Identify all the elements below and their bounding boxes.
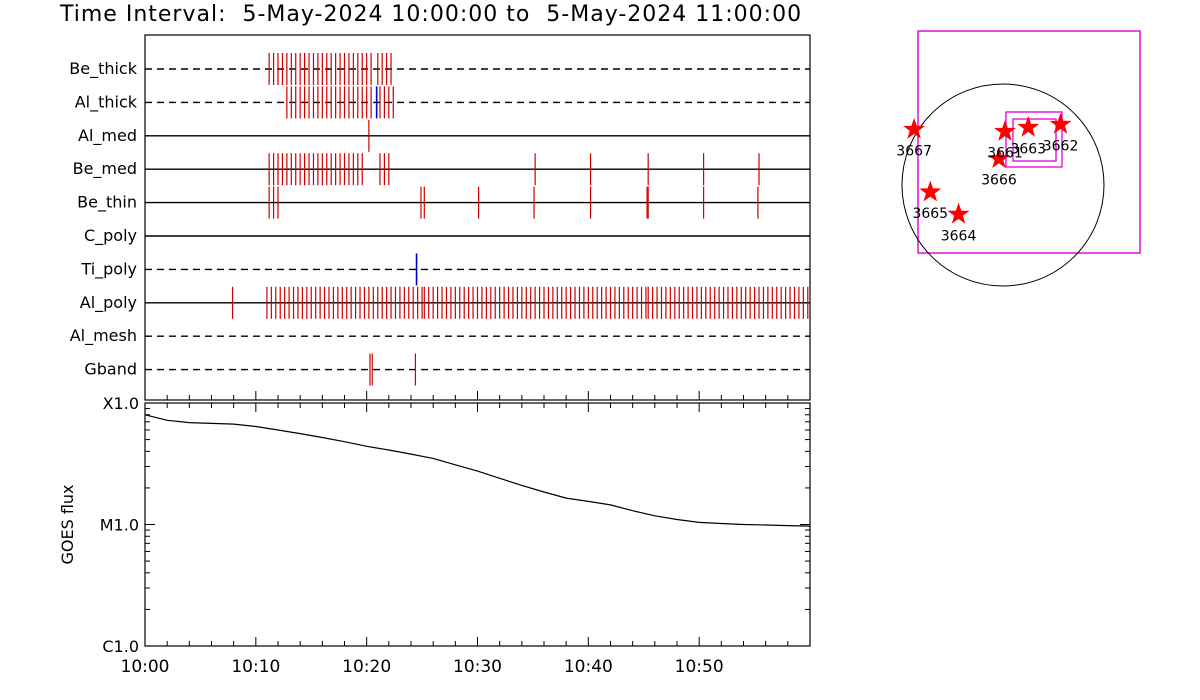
active-region-label: 3665: [912, 206, 948, 222]
y-axis-label: GOES flux: [58, 484, 77, 564]
x-tick-label: 10:30: [453, 657, 502, 677]
row-label-Be_med: Be_med: [73, 159, 137, 179]
row-label-Al_mesh: Al_mesh: [70, 326, 137, 346]
solar-limb: [901, 83, 1105, 287]
row-label-Be_thin: Be_thin: [77, 193, 137, 213]
x-tick-label: 10:00: [121, 657, 170, 677]
pointing-box-inner: [1012, 118, 1057, 162]
active-region-label: 3664: [941, 228, 977, 244]
x-tick-label: 10:20: [342, 657, 391, 677]
x-tick-label: 10:40: [564, 657, 613, 677]
active-region-label: 3661: [987, 145, 1023, 161]
goes-flux-panel: 10:00 10:10 10:20 10:30 10:40 10:50 C1.0 M1.0 X1…: [58, 394, 811, 677]
y-tick-label: C1.0: [102, 637, 139, 656]
y-tick-label: X1.0: [103, 394, 139, 413]
x-tick-label: 10:50: [675, 657, 724, 677]
row-label-C_poly: C_poly: [84, 226, 137, 246]
active-region-star: [947, 202, 970, 224]
active-region-label: 3667: [896, 143, 932, 159]
timeline-frame: [144, 34, 811, 401]
pointing-box: [1005, 111, 1063, 168]
row-label-Ti_poly: Ti_poly: [80, 259, 137, 279]
active-region-label: 3666: [981, 173, 1017, 189]
row-label-Al_med: Al_med: [78, 126, 137, 146]
x-tick-label: 10:10: [231, 657, 280, 677]
row-label-Al_poly: Al_poly: [80, 293, 137, 313]
active-region-star: [987, 147, 1010, 169]
active-region-star: [1049, 112, 1072, 134]
time-interval-title: Time Interval: 5-May-2024 10:00:00 to 5-…: [60, 2, 803, 27]
y-tick-label: M1.0: [100, 516, 139, 535]
active-region-star: [1017, 115, 1040, 137]
active-region-label: 3663: [1010, 141, 1046, 157]
row-label-Gband: Gband: [84, 360, 137, 379]
field-of-view-box: [917, 30, 1141, 254]
row-label-Al_thick: Al_thick: [75, 92, 138, 112]
event-timeline-panel: Be_thick Al_thick Al_med Be_med Be_thin C_pol…: [69, 34, 811, 401]
active-region-star: [994, 119, 1016, 141]
goes-flux-line: [144, 414, 811, 527]
active-region-label: 3662: [1043, 138, 1079, 154]
row-label-Be_thick: Be_thick: [69, 59, 137, 79]
active-region-star: [919, 180, 942, 202]
active-region-star: [903, 117, 926, 139]
goes-frame: [144, 402, 811, 647]
